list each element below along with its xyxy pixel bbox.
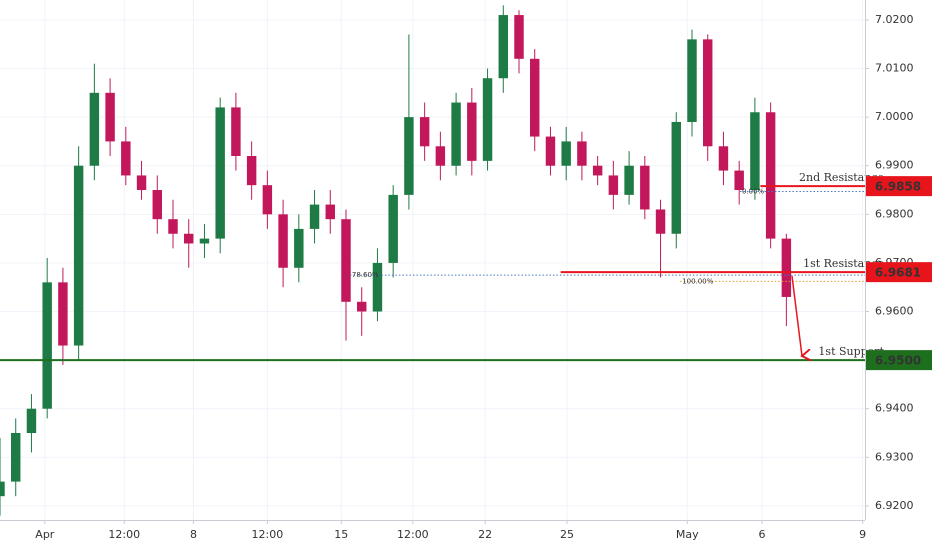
- candle-body: [0, 481, 5, 497]
- candle-body: [121, 141, 131, 176]
- fib-label: 0.00%: [742, 187, 765, 195]
- candle-body: [262, 185, 273, 215]
- candle-body: [278, 214, 288, 268]
- x-tick-label: 15: [334, 528, 348, 541]
- price-tag: [866, 176, 932, 197]
- candle-body: [42, 282, 52, 409]
- candle-body: [231, 107, 241, 156]
- candle-body: [482, 78, 493, 161]
- x-tick-label: May: [676, 528, 699, 541]
- candle-body: [718, 146, 729, 171]
- x-tick-label: 12:00: [252, 528, 284, 541]
- x-tick-label: 22: [478, 528, 492, 541]
- candle-body: [372, 262, 383, 312]
- candle-body: [246, 156, 257, 186]
- price-tag-label: 6.9500: [875, 354, 921, 368]
- price-tag-label: 6.9681: [875, 266, 921, 280]
- fib-label: 100.00%: [682, 277, 713, 285]
- candle-body: [734, 170, 744, 191]
- candle-body: [781, 238, 792, 297]
- candle-body: [105, 92, 115, 142]
- candle-body: [294, 228, 304, 268]
- candle-body: [341, 219, 351, 302]
- x-tick-label: 6: [758, 528, 765, 541]
- candle-body: [498, 15, 508, 79]
- candle-body: [687, 39, 697, 122]
- candle-body: [325, 204, 335, 220]
- y-tick-label: 6.9600: [875, 305, 914, 318]
- candle-body: [640, 165, 650, 210]
- candle-body: [388, 194, 398, 263]
- x-tick-label: 25: [560, 528, 574, 541]
- candle-body: [184, 233, 194, 244]
- candle-body: [655, 209, 666, 234]
- candle-body: [152, 190, 162, 220]
- candle-body: [89, 92, 100, 166]
- level-label: 2nd Resistance: [799, 171, 884, 184]
- candle-body: [73, 165, 84, 346]
- candle-body: [404, 117, 414, 195]
- y-tick-label: 6.9800: [875, 207, 914, 220]
- candle-body: [624, 165, 634, 195]
- candle-body: [58, 282, 68, 346]
- y-tick-label: 6.9400: [875, 402, 914, 415]
- candle-body: [561, 141, 571, 166]
- forecast-arrow: [791, 275, 802, 356]
- candle-body: [750, 112, 760, 191]
- candle-body: [545, 136, 556, 166]
- x-tick-label: 9: [859, 528, 866, 541]
- candle-body: [419, 117, 430, 147]
- price-tag: [866, 262, 932, 283]
- candle-body: [608, 175, 619, 195]
- candle-body: [26, 408, 37, 434]
- y-tick-label: 7.0200: [875, 13, 914, 26]
- y-tick-label: 7.0000: [875, 110, 914, 123]
- y-tick-label: 7.0100: [875, 62, 914, 75]
- candle-body: [435, 146, 446, 166]
- candle-body: [592, 165, 603, 176]
- candle-body: [577, 141, 587, 166]
- price-tag: [866, 350, 932, 371]
- x-tick-label: 8: [190, 528, 197, 541]
- y-tick-label: 6.9300: [875, 450, 914, 463]
- y-tick-label: 6.9900: [875, 159, 914, 172]
- candle-body: [168, 219, 178, 234]
- candle-body: [136, 175, 147, 191]
- y-tick-label: 6.9200: [875, 499, 914, 512]
- candle-body: [11, 433, 21, 482]
- fib-label: 78.60%: [352, 271, 379, 279]
- x-tick-label: 12:00: [108, 528, 140, 541]
- candle-body: [357, 301, 367, 312]
- candle-body: [703, 39, 713, 147]
- x-tick-label: Apr: [35, 528, 55, 541]
- candle-body: [671, 121, 681, 234]
- candle-body: [514, 15, 524, 59]
- candle-body: [765, 112, 776, 239]
- candle-body: [215, 107, 225, 239]
- candle-body: [467, 102, 477, 161]
- price-tag-label: 6.9858: [875, 180, 921, 194]
- level-label: 1st Resistance: [803, 257, 884, 270]
- candle-body: [451, 102, 461, 166]
- x-tick-label: 12:00: [397, 528, 429, 541]
- candle-body: [309, 204, 320, 229]
- candle-body: [530, 58, 540, 137]
- candle-body: [199, 238, 210, 244]
